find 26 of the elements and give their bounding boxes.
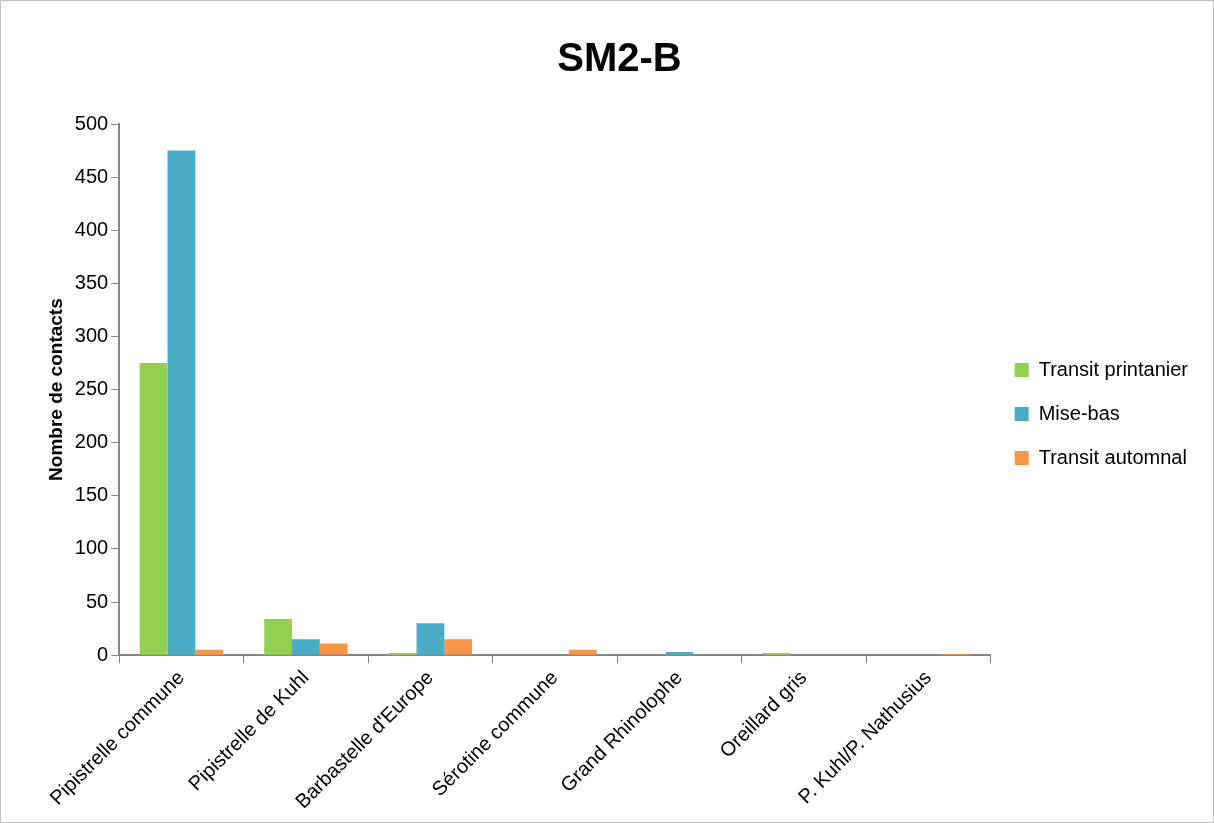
bar: [665, 651, 694, 655]
y-tick-label: 0: [97, 642, 109, 665]
y-tick-label: 250: [74, 377, 109, 400]
bar: [195, 649, 224, 655]
y-tick-label: 200: [74, 430, 109, 453]
legend-label: Transit printanier: [1038, 357, 1189, 380]
y-tick-label: 450: [74, 164, 109, 187]
bar: [292, 639, 320, 655]
y-tick-label: 100: [74, 536, 109, 559]
y-tick-label: 150: [74, 483, 109, 506]
legend-label: Transit automnal: [1038, 445, 1187, 468]
y-axis-title: Nombre de contacts: [44, 298, 66, 481]
bar: [319, 643, 348, 655]
y-tick-label: 400: [74, 217, 109, 240]
y-tick-label: 350: [74, 270, 109, 293]
bar: [167, 150, 196, 655]
legend-label: Mise-bas: [1038, 401, 1120, 424]
bar: [444, 639, 473, 655]
y-tick-label: 300: [74, 323, 109, 346]
y-tick-label: 50: [85, 589, 109, 612]
bar: [139, 363, 168, 655]
y-tick-label: 500: [74, 111, 109, 134]
bar: [416, 623, 445, 655]
bar: [264, 619, 293, 655]
bar: [568, 649, 597, 655]
chart-title: SM2-B: [557, 35, 682, 80]
